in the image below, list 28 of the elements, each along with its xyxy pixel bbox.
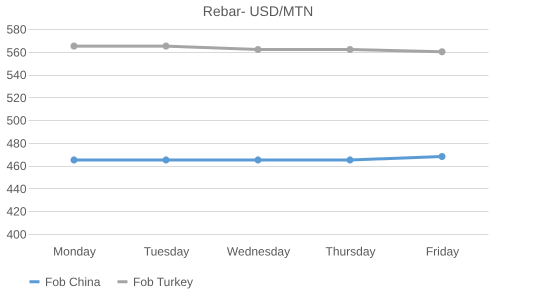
point: [254, 156, 262, 164]
point: [346, 46, 354, 54]
y-tick-label: 500: [6, 114, 27, 128]
legend-label: Fob China: [45, 274, 101, 289]
legend-label: Fob Turkey: [133, 274, 194, 289]
point: [70, 156, 78, 164]
y-tick-label: 520: [6, 90, 27, 105]
point: [438, 153, 446, 160]
y-tick-label: 440: [6, 182, 27, 196]
point: [438, 48, 446, 56]
y-tick-label: 480: [6, 136, 27, 150]
x-tick-label: Friday: [426, 244, 460, 258]
chart-title: Rebar- USD/MTN: [202, 3, 314, 19]
point: [162, 156, 170, 164]
x-tick-label: Thursday: [325, 244, 376, 258]
x-tick-label: Monday: [53, 244, 96, 258]
point: [254, 46, 262, 54]
y-tick-label: 580: [6, 22, 27, 36]
y-tick-label: 560: [6, 45, 27, 60]
y-tick-label: 420: [6, 204, 27, 219]
point: [346, 156, 354, 164]
x-tick-label: Tuesday: [144, 244, 190, 258]
y-tick-label: 460: [6, 159, 27, 174]
x-tick-label: Wednesday: [226, 244, 290, 258]
point: [162, 42, 170, 50]
point: [70, 42, 78, 50]
y-tick-label: 540: [6, 68, 27, 82]
y-tick-label: 400: [6, 228, 27, 242]
